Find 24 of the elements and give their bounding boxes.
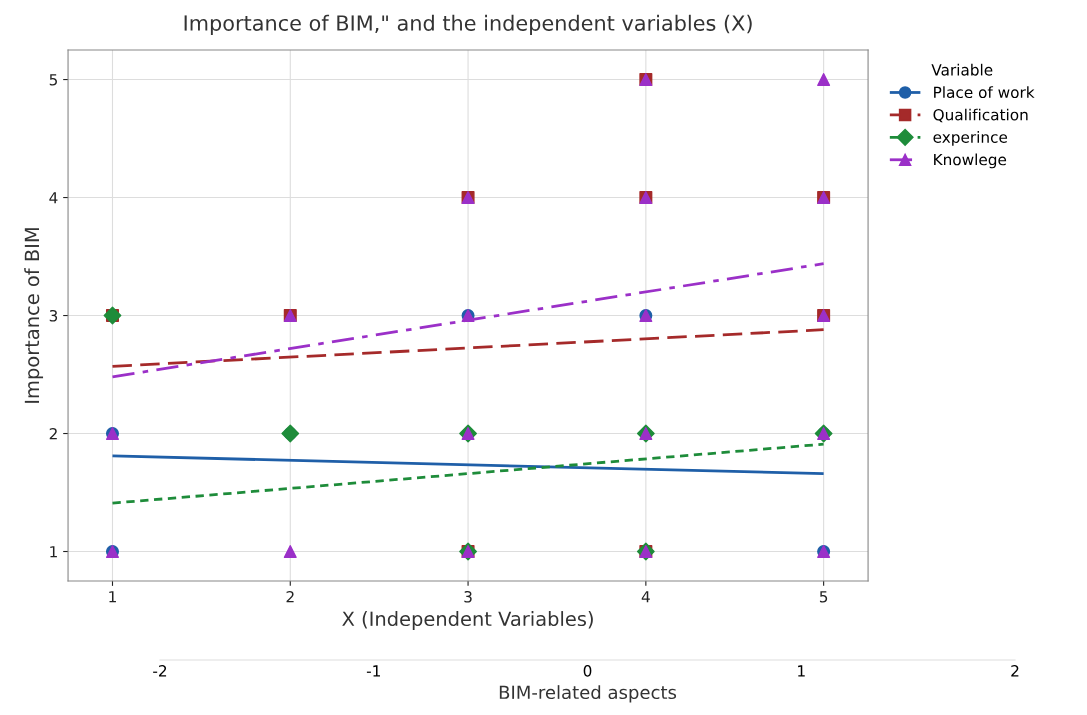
x-tick-label: 4: [641, 591, 650, 603]
x2-tick-label: 0: [583, 665, 592, 677]
legend-label: experince: [933, 131, 1008, 146]
legend-label: Qualification: [933, 108, 1028, 123]
x-axis-title: X (Independent Variables): [342, 611, 593, 630]
x2-axis-title: BIM-related aspects: [499, 685, 677, 703]
legend-label: Knowlege: [934, 153, 1007, 169]
y-tick-label: 2: [49, 427, 57, 440]
chart-title: Importance of BIM," and the independent variables (X): [184, 14, 752, 35]
legend-title: Variable: [931, 63, 993, 76]
y-axis-title: Importance of BIM: [24, 228, 44, 403]
legend-label: Place of work: [934, 86, 1035, 99]
y-tick-label: 4: [49, 192, 58, 204]
y-tick-label: 5: [49, 74, 57, 86]
y-tick-label: 1: [50, 546, 57, 558]
x2-tick-label: 1: [798, 665, 805, 677]
x2-tick-label: 2: [1011, 665, 1019, 677]
x-tick-label: 5: [819, 591, 828, 603]
x2-tick-label: -2: [153, 665, 167, 677]
x-tick-label: 3: [464, 591, 472, 603]
x-tick-label: 2: [286, 591, 294, 603]
x-tick-label: 1: [109, 591, 116, 603]
x2-tick-label: -1: [366, 665, 380, 677]
y-tick-label: 3: [49, 309, 58, 322]
